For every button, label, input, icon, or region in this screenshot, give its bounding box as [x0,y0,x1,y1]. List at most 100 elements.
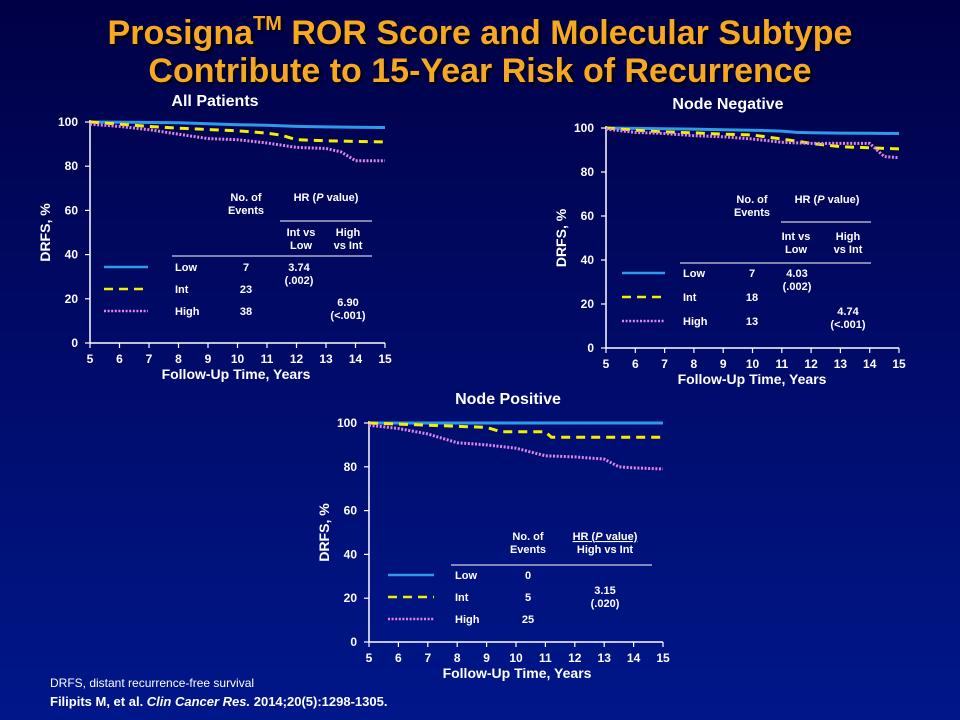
y-tick-label: 100 [574,121,594,135]
x-tick-label: 14 [627,651,641,665]
hr-header-pre: HR ( [294,192,317,204]
footnote-abbreviation: DRFS, distant recurrence-free survival [50,676,255,690]
x-tick-label: 12 [290,352,304,366]
legend-label-low: Low [455,570,477,582]
series-line-high [368,423,664,471]
x-tick-label: 7 [424,651,431,665]
trademark-superscript: TM [253,13,282,35]
x-tick-label: 14 [349,352,363,366]
x-tick-label: 8 [691,357,698,371]
x-tick-label: 6 [116,352,123,366]
x-tick-label: 14 [863,357,877,371]
chart-all-patients-svg: All Patients 0 20 40 60 80 100 5 6 7 8 9 10 11 12 13 14 1… [37,93,392,382]
chart-node-positive-svg: Node Positive 0 20 40 60 80 100 5 6 7 8 9 10 11 12 13 14… [316,391,670,681]
chart-node-negative: Node Negative 0 20 40 60 80 100 5 6 7 8 9 10 11 12 13 14… [515,93,935,398]
events-value-low: 7 [243,262,249,274]
x-tick-label: 6 [395,651,402,665]
hr-column-header: Low [785,244,807,256]
chart-title: Node Positive [455,391,561,408]
events-header: No. of [512,531,543,543]
y-axis-label: DRFS, % [316,503,332,562]
legend-label-high: High [175,306,200,318]
x-tick-label: 6 [632,357,639,371]
x-tick-label: 12 [804,357,818,371]
y-tick-label: 20 [344,591,358,605]
x-tick-label: 5 [603,357,610,371]
x-tick-label: 11 [539,651,552,665]
x-tick-label: 15 [378,352,392,366]
x-tick-label: 9 [720,357,727,371]
slide-title: ProsignaTM ROR Score and Molecular Subty… [0,14,960,90]
y-tick-label: 40 [344,547,358,561]
series-line-high [605,127,900,160]
x-axis-label: Follow-Up Time, Years [162,366,311,382]
y-tick-label: 100 [337,416,357,430]
series-line-int [89,120,386,144]
hr-value-1-p: (.002) [285,275,314,287]
hr-header-subtitle: High vs Int [577,544,634,556]
hr-column-header: Low [290,240,312,252]
events-header: No. of [230,192,261,204]
x-tick-label: 7 [661,357,668,371]
hr-header-p: P [817,194,825,206]
legend-label-low: Low [175,262,197,274]
hr-header: HR (P value) [795,194,860,206]
citation: Filipits M, et al. Clin Cancer Res. 2014… [50,694,388,709]
y-tick-label: 0 [71,336,78,350]
y-tick-label: 60 [65,203,79,217]
hr-value-2: 6.90 [337,297,358,309]
y-axis-label: DRFS, % [37,203,53,262]
hr-column-header: vs Int [334,240,363,252]
events-header: Events [510,544,546,556]
legend-label-high: High [455,614,480,626]
y-tick-label: 80 [581,165,595,179]
x-tick-label: 7 [146,352,153,366]
y-tick-label: 20 [581,297,595,311]
events-value-low: 7 [749,268,755,280]
y-tick-label: 100 [58,115,78,129]
y-tick-label: 0 [587,341,594,355]
events-value-int: 5 [525,592,531,604]
hr-column-header: vs Int [834,244,863,256]
hr-header: HR (P value) [573,531,638,543]
chart-node-negative-svg: Node Negative 0 20 40 60 80 100 5 6 7 8 9 10 11 12 13 14… [553,96,906,387]
hr-column-header: Int vs [287,227,316,239]
chart-title: Node Negative [672,96,783,113]
y-tick-label: 60 [581,209,595,223]
legend-label-int: Int [683,292,697,304]
events-value-int: 18 [746,292,758,304]
events-value-low: 0 [525,570,531,582]
hr-value-2: 4.74 [837,306,859,318]
series-line-low [605,126,900,135]
chart-title: All Patients [171,93,258,110]
hr-header-pre: HR ( [573,531,596,543]
x-tick-label: 5 [87,352,94,366]
x-tick-label: 5 [366,651,373,665]
y-tick-label: 80 [65,159,79,173]
hr-value-1-p: (.020) [591,598,620,610]
hr-column-header: High [836,231,861,243]
hr-value-1: 3.74 [288,262,310,274]
hr-value-1: 4.03 [786,268,807,280]
x-tick-label: 13 [319,352,333,366]
legend-label-int: Int [455,592,469,604]
y-tick-label: 0 [350,635,357,649]
legend-label-high: High [683,316,708,328]
x-tick-label: 15 [656,651,670,665]
hr-header-post: value) [324,192,359,204]
events-value-int: 23 [240,284,252,296]
legend-label-low: Low [683,268,705,280]
hr-value-2-p: (<.001) [330,310,365,322]
events-header: Events [228,205,264,217]
events-header: No. of [736,194,767,206]
hr-header-post: value) [603,531,638,543]
x-tick-label: 15 [892,357,906,371]
title-line-1: ProsignaTM ROR Score and Molecular Subty… [107,13,853,52]
y-tick-label: 40 [65,248,79,262]
x-tick-label: 8 [175,352,182,366]
x-tick-label: 10 [509,651,523,665]
x-tick-label: 13 [598,651,612,665]
x-axis-label: Follow-Up Time, Years [678,371,827,387]
